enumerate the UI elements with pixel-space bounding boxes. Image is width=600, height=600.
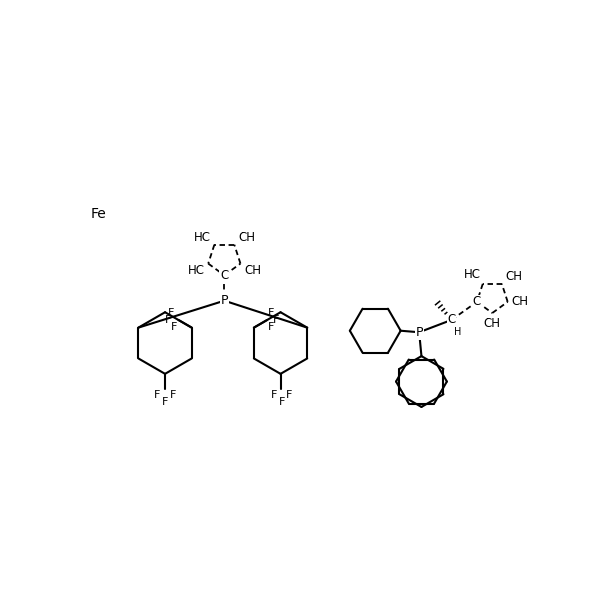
Text: ĊH: ĊH (238, 231, 255, 244)
Text: ĊH: ĊH (512, 295, 529, 308)
Text: C: C (473, 295, 481, 308)
Text: C: C (220, 269, 229, 282)
Text: HĊ: HĊ (464, 268, 481, 281)
Text: C: C (448, 313, 455, 326)
Text: ĊH: ĊH (484, 317, 501, 330)
Text: F: F (164, 315, 171, 325)
Text: P: P (221, 294, 228, 307)
Text: F: F (170, 322, 177, 332)
Text: F: F (279, 397, 285, 407)
Text: HĊ: HĊ (194, 231, 211, 244)
Text: F: F (268, 308, 274, 318)
Text: F: F (286, 391, 292, 400)
Text: P: P (415, 326, 423, 339)
Text: F: F (167, 308, 174, 318)
Text: ĊH: ĊH (506, 270, 523, 283)
Text: F: F (273, 315, 280, 325)
Text: HĊ: HĊ (187, 265, 205, 277)
Text: F: F (170, 391, 176, 400)
Text: F: F (271, 391, 278, 400)
Text: Fe: Fe (90, 208, 106, 221)
Text: ĊH: ĊH (244, 265, 262, 277)
Text: H: H (454, 327, 461, 337)
Text: F: F (162, 397, 168, 407)
Text: F: F (154, 391, 161, 400)
Text: F: F (268, 322, 274, 332)
